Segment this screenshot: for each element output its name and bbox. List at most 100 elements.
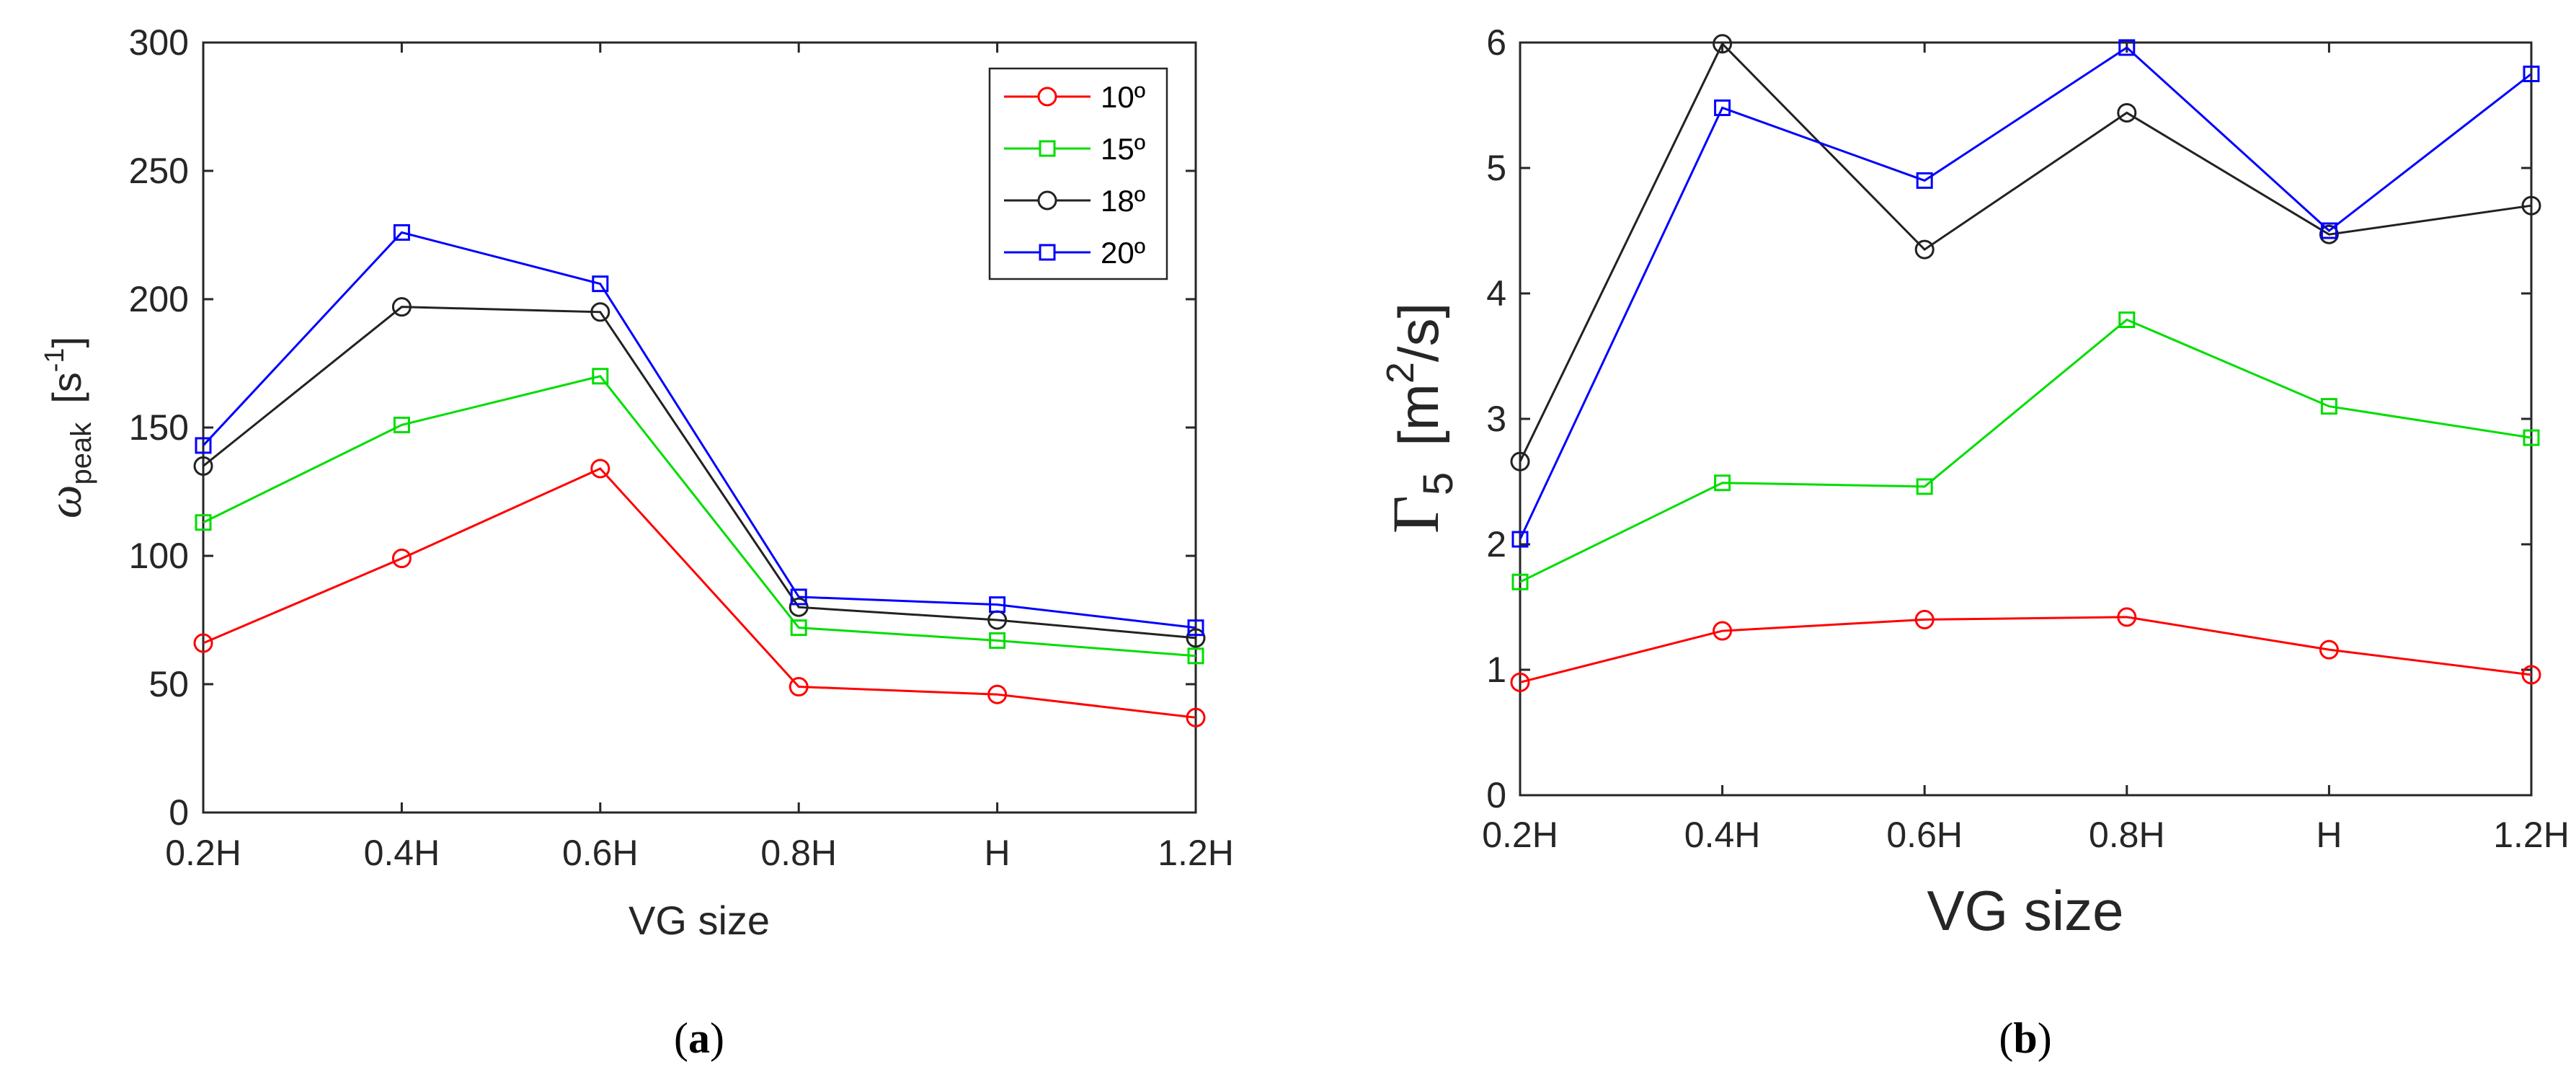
y-tick-label: 50 — [148, 664, 189, 704]
data-point — [2319, 224, 2339, 244]
data-point — [2521, 665, 2541, 685]
data-point — [195, 437, 212, 454]
data-point — [2117, 607, 2137, 627]
y-tick-label: 4 — [1486, 273, 1506, 314]
series-line-10 — [203, 467, 1196, 719]
data-point — [391, 549, 412, 569]
series-line-18 — [1519, 42, 2532, 462]
x-tick-label: 1.2H — [1158, 833, 1234, 873]
data-point — [1713, 621, 1733, 641]
x-tick-label: 1.2H — [2493, 815, 2570, 855]
data-point — [1713, 34, 1733, 54]
y-tick-label: 1 — [1486, 650, 1506, 690]
legend-label: 15º — [1101, 132, 1145, 166]
series-line-20 — [1519, 46, 2532, 540]
xlabel-b: VG size — [1927, 879, 2123, 942]
series-line-15 — [203, 375, 1196, 658]
data-point — [592, 275, 609, 293]
legend-a: 10º 15º 18º 20º — [988, 67, 1168, 280]
ylabel-b: Γ5[m2/s] — [1379, 303, 1462, 534]
x-tick-label: 0.4H — [1684, 815, 1761, 855]
data-point — [592, 368, 609, 385]
data-point — [789, 597, 809, 617]
x-tick-label: 0.4H — [364, 833, 440, 873]
data-point — [193, 633, 213, 653]
data-point — [393, 223, 410, 241]
data-point — [393, 416, 410, 433]
data-point — [1916, 478, 1933, 495]
data-point — [1511, 573, 1529, 590]
data-point — [790, 619, 807, 637]
legend-label: 10º — [1101, 80, 1145, 114]
legend-item: 15º — [1004, 132, 1145, 166]
data-point — [1510, 451, 1530, 471]
data-point — [1186, 628, 1206, 648]
legend-item: 10º — [1004, 80, 1145, 114]
y-tick-label: 2 — [1486, 524, 1506, 565]
caption-a: (a) — [674, 1014, 724, 1062]
series-line-15 — [1519, 318, 2532, 583]
legend-box — [988, 67, 1168, 280]
data-point — [2521, 195, 2541, 216]
data-point — [2118, 39, 2136, 56]
panel-b: 0 1 2 3 4 5 6 0.2H 0.4H 0.6H 0.8H H 1.2H Γ5[m2/s] VG… — [1379, 22, 2570, 1062]
x-tick-label: 0.2H — [165, 833, 241, 873]
data-point — [1714, 99, 1731, 116]
y-tick-label: 0 — [169, 792, 189, 833]
ylabel-a: ωpeak[s-1] — [39, 337, 97, 518]
data-point — [989, 596, 1006, 614]
x-tick-label: 0.8H — [2089, 815, 2165, 855]
x-tick-label: 0.2H — [1482, 815, 1558, 855]
data-point — [590, 302, 610, 322]
legend-marker — [1039, 140, 1056, 157]
series-line-10 — [1519, 616, 2532, 683]
data-point — [2523, 66, 2540, 82]
legend-marker — [1037, 190, 1057, 211]
data-point — [790, 588, 807, 606]
y-tick-label: 0 — [1486, 775, 1506, 815]
data-point — [1510, 672, 1530, 692]
data-point — [989, 632, 1006, 649]
data-point — [789, 677, 809, 697]
data-point — [1187, 647, 1204, 665]
legend-item: 18º — [1004, 184, 1145, 218]
data-point — [1916, 172, 1933, 189]
legend-marker — [1037, 87, 1057, 107]
data-point — [1511, 531, 1529, 548]
data-point — [1714, 474, 1731, 492]
xlabel-a: VG size — [629, 898, 770, 943]
data-point — [2118, 311, 2136, 329]
data-point — [1186, 707, 1206, 727]
data-point — [391, 297, 412, 317]
x-tick-label: H — [985, 833, 1011, 873]
data-point — [2523, 429, 2540, 446]
y-tick-label: 100 — [129, 536, 189, 576]
y-tick-label: 5 — [1486, 148, 1506, 188]
y-tick-label: 300 — [129, 22, 189, 63]
data-point — [1187, 619, 1204, 637]
series-line-20 — [202, 231, 1196, 629]
legend-marker — [1039, 244, 1056, 261]
caption-b: (b) — [1999, 1014, 2051, 1062]
x-tick-label: 0.6H — [562, 833, 639, 873]
data-point — [590, 459, 610, 479]
data-point — [195, 514, 212, 531]
data-point — [2319, 639, 2339, 660]
y-tick-label: 150 — [129, 407, 189, 448]
data-point — [987, 684, 1008, 704]
data-point — [2117, 102, 2137, 123]
data-point — [2320, 222, 2337, 239]
legend-label: 18º — [1101, 184, 1145, 218]
data-point — [193, 456, 213, 476]
series-line-18 — [203, 306, 1196, 639]
data-point — [1914, 609, 1935, 629]
y-tick-label: 250 — [129, 151, 189, 191]
x-tick-label: H — [2316, 815, 2342, 855]
x-tick-label: 0.6H — [1886, 815, 1963, 855]
legend-item: 20º — [1004, 236, 1145, 270]
legend-label: 20º — [1101, 236, 1145, 270]
x-tick-label: 0.8H — [760, 833, 837, 873]
y-tick-label: 6 — [1486, 22, 1506, 63]
